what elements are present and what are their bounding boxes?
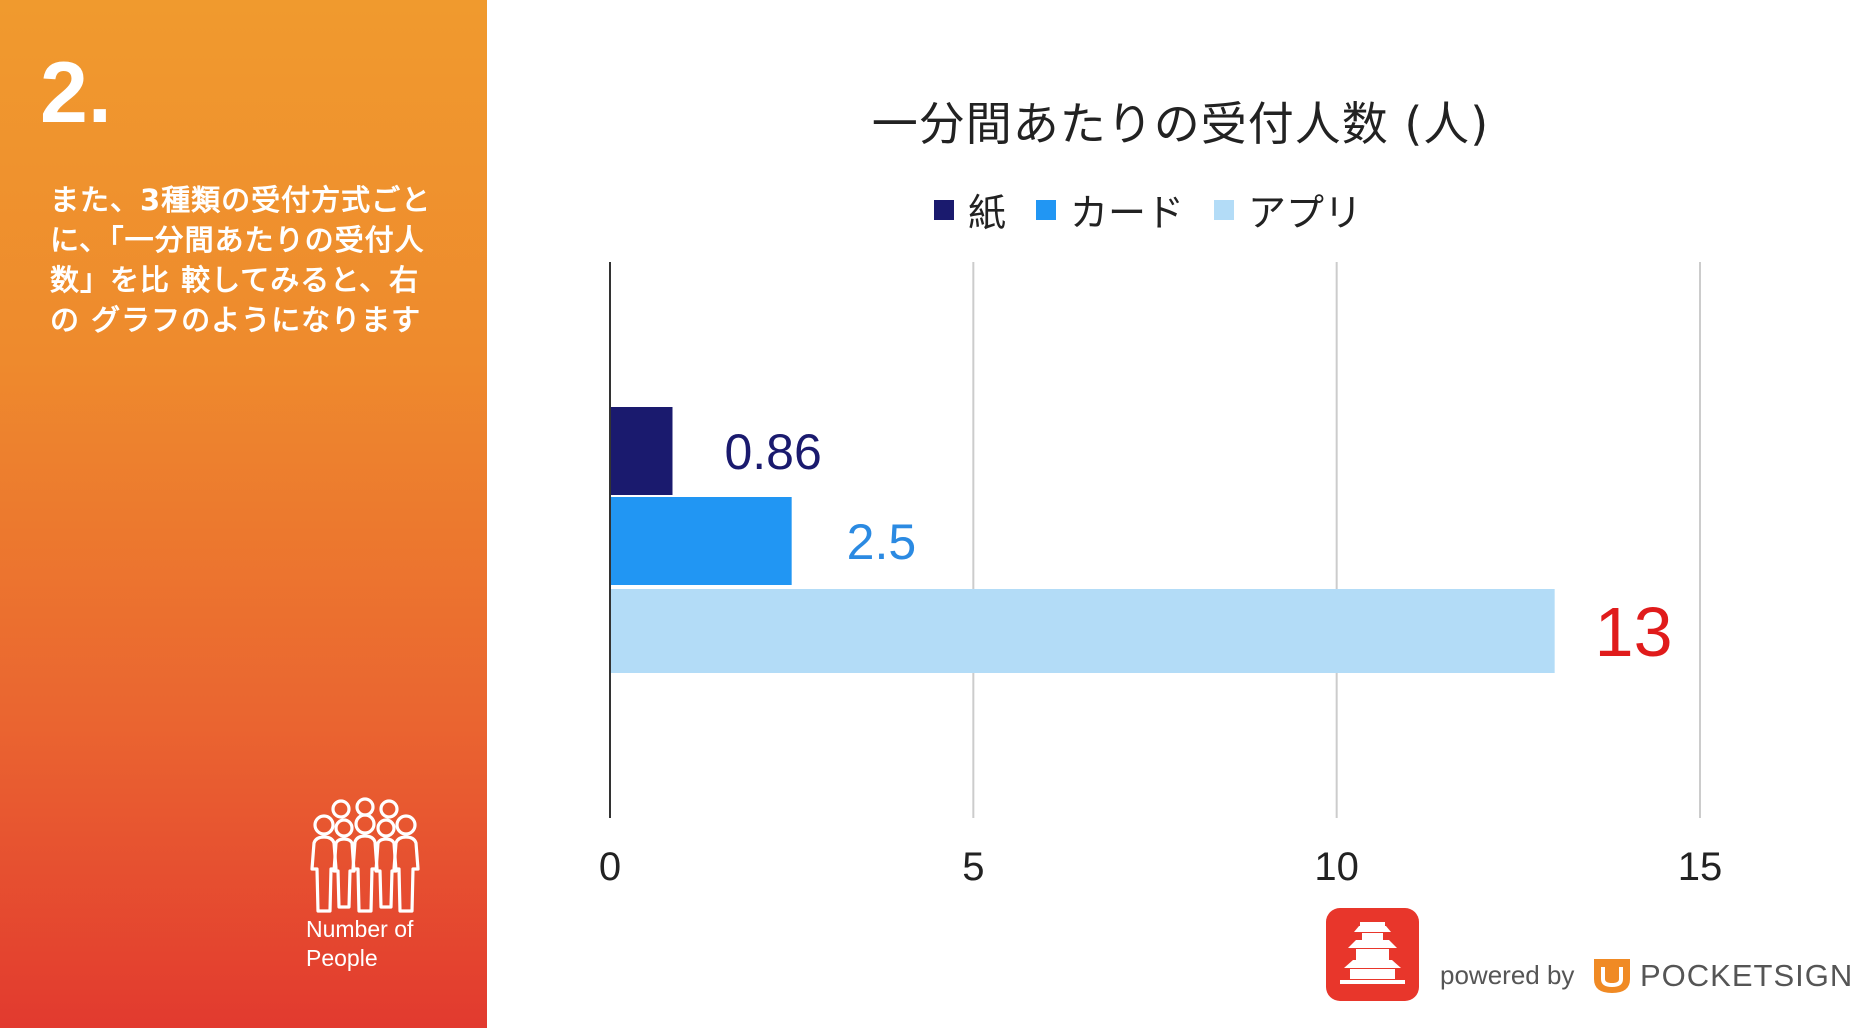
kumamoto-app-logo-icon <box>1326 908 1419 1001</box>
bar-2 <box>610 589 1555 673</box>
legend-label-paper: 紙 <box>968 191 1007 235</box>
legend-label-app: アプリ <box>1248 191 1363 235</box>
legend-swatch-app <box>1214 199 1235 220</box>
step-number: 2. <box>40 45 112 141</box>
data-label-0: 0.86 <box>724 424 821 480</box>
legend-item-paper: 紙 <box>934 182 1006 237</box>
pocketsign-logo-icon <box>1594 959 1630 993</box>
side-panel: 2. また、3種類の受付方式ごとに、「一分間あたりの受付人数」を比 較してみると… <box>0 0 487 1028</box>
legend-item-card: カード <box>1036 182 1184 237</box>
castle-icon <box>1340 922 1405 984</box>
legend-label-card: カード <box>1070 191 1185 235</box>
legend-swatch-paper <box>934 199 954 220</box>
chart-legend: 紙 カード アプリ <box>934 182 1392 237</box>
people-icon-label: Number of People <box>306 916 414 971</box>
x-tick-label-3: 15 <box>1678 845 1723 889</box>
description-text: また、3種類の受付方式ごとに、「一分間あたりの受付人数」を比 較してみると、右 … <box>50 183 432 337</box>
x-tick-label-1: 5 <box>962 845 984 889</box>
bar-1 <box>610 497 792 585</box>
data-label-1: 2.5 <box>847 514 917 570</box>
legend-item-app: アプリ <box>1214 182 1362 237</box>
powered-by-text: powered by <box>1440 960 1575 990</box>
x-tick-label-0: 0 <box>599 845 621 889</box>
pocketsign-brand-name: POCKETSIGN <box>1640 958 1854 993</box>
legend-swatch-card <box>1036 199 1057 220</box>
bar-0 <box>610 407 673 495</box>
x-tick-label-2: 10 <box>1314 845 1359 889</box>
data-label-2: 13 <box>1595 593 1673 671</box>
people-group-icon <box>310 797 420 913</box>
chart-title: 一分間あたりの受付人数 (人) <box>871 97 1490 151</box>
